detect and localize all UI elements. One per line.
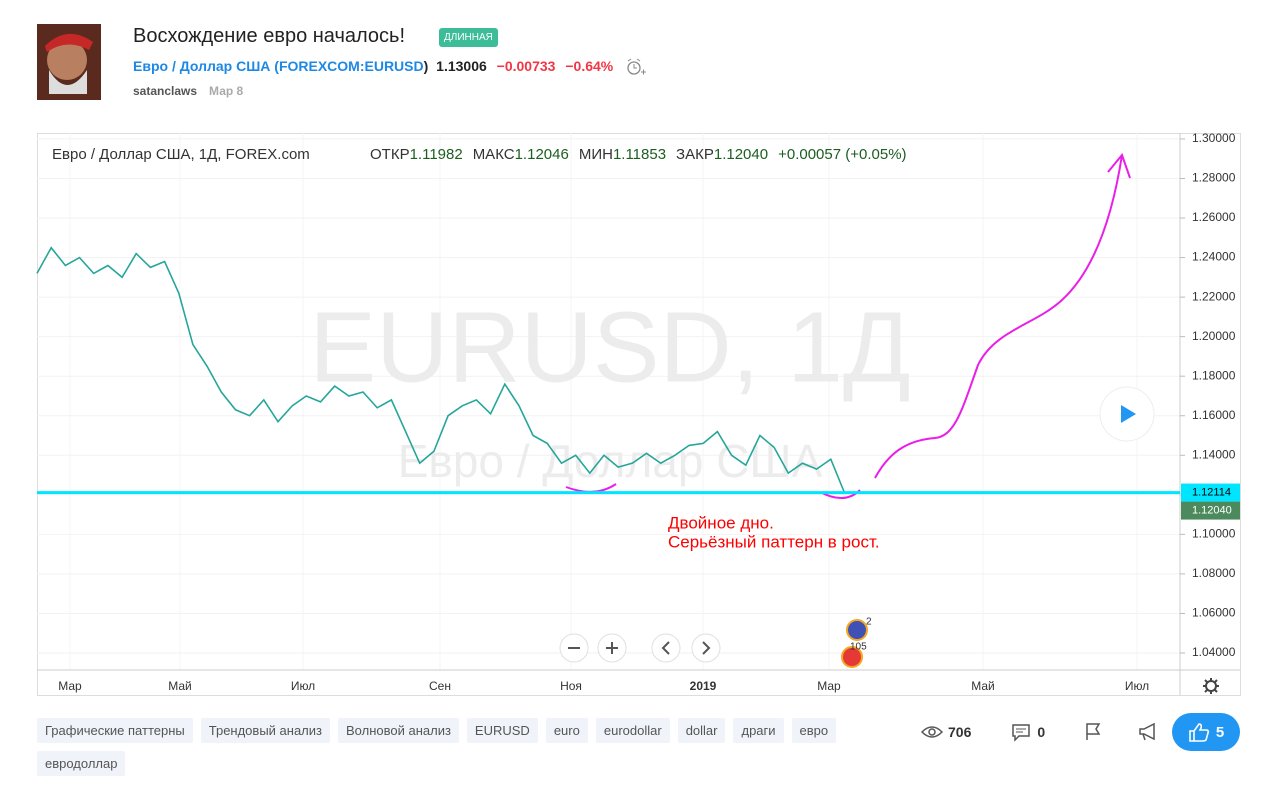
y-tick-label: 1.18000 bbox=[1192, 368, 1236, 382]
direction-badge: ДЛИННАЯ bbox=[439, 28, 498, 47]
ohlc-value: 1.12040 bbox=[714, 146, 768, 163]
tag[interactable]: евро bbox=[791, 718, 837, 743]
settings-icon[interactable] bbox=[1203, 678, 1219, 694]
price-line bbox=[36, 246, 846, 495]
x-tick-label: Мар bbox=[817, 679, 841, 693]
comments-count: 0 bbox=[1037, 724, 1046, 740]
y-tick-label: 1.06000 bbox=[1192, 606, 1236, 620]
y-tick-label: 1.24000 bbox=[1192, 250, 1236, 264]
y-tick-label: 1.26000 bbox=[1192, 210, 1236, 224]
y-tick-label: 1.14000 bbox=[1192, 447, 1236, 461]
avatar[interactable] bbox=[37, 24, 101, 100]
scroll-left[interactable] bbox=[651, 633, 681, 663]
price-change: −0.00733 bbox=[496, 58, 556, 74]
tag[interactable]: евродоллар bbox=[37, 751, 126, 776]
alert-icon[interactable] bbox=[625, 58, 647, 76]
ohlc-label: МИН bbox=[579, 146, 613, 163]
event-count: 2 bbox=[866, 617, 872, 628]
event-count: 105 bbox=[850, 642, 867, 653]
publish-date: Мар 8 bbox=[209, 84, 244, 98]
symbol-name[interactable]: Евро / Доллар США bbox=[133, 58, 271, 74]
y-tick-label: 1.28000 bbox=[1192, 171, 1236, 185]
x-tick-label: Июл bbox=[1125, 679, 1149, 693]
ohlc-label: ЗАКР bbox=[676, 146, 714, 163]
x-tick-label: Июл bbox=[291, 679, 315, 693]
ohlc-value: 1.11982 bbox=[410, 146, 463, 163]
tag[interactable]: euro bbox=[545, 718, 588, 743]
price-change-pct: −0.64% bbox=[565, 58, 614, 74]
tag-list: Графические паттерны Трендовый анализ Волн… bbox=[37, 718, 837, 776]
y-tick-label: 1.04000 bbox=[1192, 645, 1236, 659]
y-tick-label: 1.08000 bbox=[1192, 566, 1236, 580]
like-button[interactable]: 5 bbox=[1172, 713, 1240, 751]
x-tick-label: Май bbox=[971, 679, 995, 693]
tag[interactable]: Волновой анализ bbox=[338, 718, 459, 743]
annotation: Серьёзный паттерн в рост. bbox=[668, 532, 880, 551]
ohlc-label: ОТКР bbox=[370, 146, 410, 163]
chart-frame bbox=[37, 133, 1241, 696]
annotation: Двойное дно. bbox=[668, 513, 774, 532]
author[interactable]: satanclaws bbox=[133, 84, 198, 98]
ohlc-value: 1.11853 bbox=[613, 146, 666, 163]
zoom-controls bbox=[559, 633, 721, 663]
y-tick-label: 1.30000 bbox=[1192, 131, 1236, 145]
share-icon[interactable] bbox=[1137, 722, 1159, 742]
scroll-right[interactable] bbox=[691, 633, 721, 663]
x-tick-label: Сен bbox=[429, 679, 451, 693]
level-badge bbox=[1181, 483, 1240, 502]
tag[interactable]: dollar bbox=[677, 718, 726, 743]
flag-icon[interactable] bbox=[1083, 722, 1103, 742]
chart: EURUSD, 1Д Евро / Доллар США Евро / Долл… bbox=[36, 131, 1241, 696]
ohlc-value: 1.12046 bbox=[515, 146, 569, 163]
x-tick-label: 2019 bbox=[690, 679, 717, 693]
event-us[interactable] bbox=[841, 646, 863, 668]
comments-icon[interactable] bbox=[1011, 722, 1031, 742]
event-eu[interactable] bbox=[846, 619, 868, 641]
tag[interactable]: Трендовый анализ bbox=[200, 718, 330, 743]
change-text: +0.00057 (+0.05%) bbox=[778, 146, 906, 163]
x-tick-label: Ноя bbox=[560, 679, 582, 693]
x-tick-label: Мар bbox=[58, 679, 82, 693]
y-tick-label: 1.16000 bbox=[1192, 408, 1236, 422]
y-tick-label: 1.20000 bbox=[1192, 329, 1236, 343]
idea-title: Восхождение евро началось! bbox=[133, 25, 406, 47]
stats: 706 0 bbox=[920, 713, 1159, 751]
price: 1.13006 bbox=[436, 58, 487, 74]
tag[interactable]: eurodollar bbox=[595, 718, 670, 743]
tag[interactable]: драги bbox=[733, 718, 784, 743]
tag[interactable]: Графические паттерны bbox=[37, 718, 193, 743]
watermark: EURUSD, 1Д bbox=[309, 291, 910, 403]
last-price-badge bbox=[1181, 501, 1240, 520]
views-count: 706 bbox=[948, 724, 972, 740]
forecast-arrow bbox=[874, 152, 1131, 479]
legend-title: Евро / Доллар США, 1Д, FOREX.com bbox=[52, 146, 310, 163]
y-tick-label: 1.10000 bbox=[1192, 527, 1236, 541]
last-price-label: 1.12040 bbox=[1192, 504, 1232, 516]
author-line: satanclaws Мар 8 bbox=[133, 84, 243, 98]
symbol-line: Евро / Доллар США (FOREXCOM:EURUSD) 1.13… bbox=[133, 58, 647, 76]
tag[interactable]: EURUSD bbox=[466, 718, 538, 743]
x-tick-label: Май bbox=[168, 679, 192, 693]
y-tick-label: 1.22000 bbox=[1192, 289, 1236, 303]
level-label: 1.12114 bbox=[1192, 486, 1231, 498]
symbol-code[interactable]: FOREXCOM:EURUSD bbox=[278, 58, 424, 74]
views-icon bbox=[920, 726, 944, 738]
ohlc-label: МАКС bbox=[473, 146, 515, 163]
likes-count: 5 bbox=[1215, 723, 1225, 741]
